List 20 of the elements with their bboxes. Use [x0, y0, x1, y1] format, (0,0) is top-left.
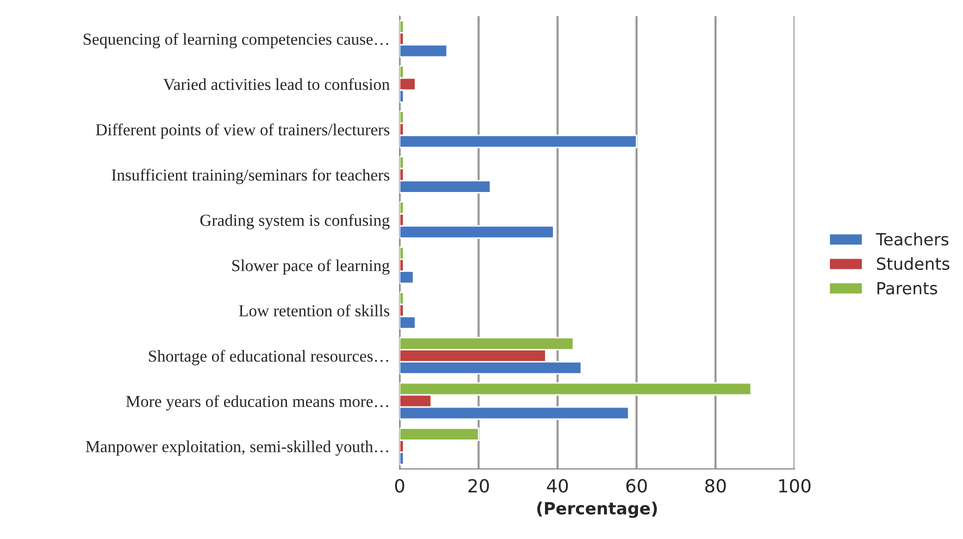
- legend-label: Parents: [878, 282, 938, 294]
- x-tick-label: 40: [546, 478, 568, 493]
- y-tick-label: Manpower exploitation, semi-skilled youth…: [86, 440, 388, 456]
- x-tick-label: 0: [395, 478, 404, 493]
- y-tick-label: Different points of view of trainers/lecturers: [96, 123, 390, 139]
- y-tick-label: Insufficient training/seminars for teachers: [112, 168, 390, 184]
- y-tick-label: Shortage of educational resources…: [148, 350, 388, 366]
- y-tick-label: Low retention of skills: [239, 304, 390, 316]
- y-tick-label: Varied activities lead to confusion: [163, 78, 390, 90]
- x-tick-label: 60: [626, 478, 647, 493]
- y-tick-label: Sequencing of learning competencies cause…: [84, 32, 388, 48]
- x-tick-label: 20: [468, 478, 489, 493]
- x-tick-label: 100: [779, 478, 811, 493]
- legend-label: Teachers: [876, 232, 948, 246]
- x-axis-title: (Percentage): [537, 502, 657, 518]
- y-tick-label: More years of education means more…: [126, 395, 388, 410]
- y-tick-label: Grading system is confusing: [200, 214, 390, 230]
- x-tick-label: 80: [705, 478, 726, 493]
- legend-label: Students: [876, 257, 950, 270]
- y-tick-label: Slower pace of learning: [232, 259, 390, 275]
